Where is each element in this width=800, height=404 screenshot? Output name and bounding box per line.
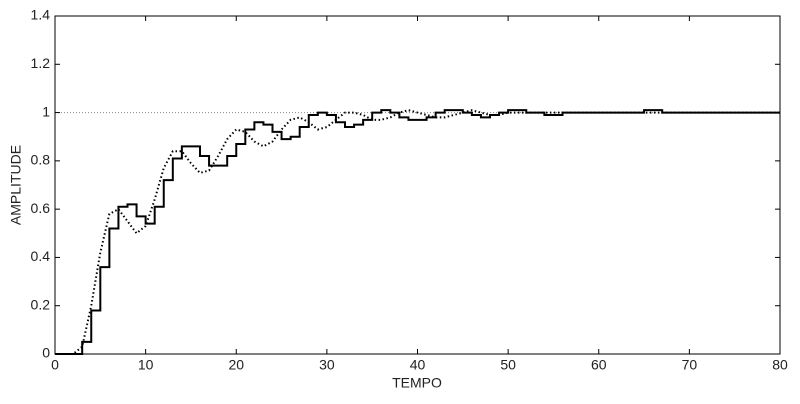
x-tick-label: 60 — [591, 357, 607, 373]
y-tick-label: 1.4 — [31, 7, 51, 23]
data-line — [55, 109, 780, 355]
x-tick-label: 20 — [228, 357, 244, 373]
x-tick-label: 50 — [500, 357, 516, 373]
x-axis-label: TEMPO — [392, 375, 442, 391]
y-axis-label: AMPLITUDE — [8, 145, 24, 225]
y-tick-label: 0.2 — [31, 296, 51, 312]
y-tick-label: 0.8 — [31, 152, 51, 168]
y-tick-label: 0.6 — [31, 200, 51, 216]
x-tick-label: 80 — [772, 357, 788, 373]
y-tick-label: 1 — [42, 103, 50, 119]
x-tick-label: 30 — [319, 357, 335, 373]
x-tick-label: 70 — [682, 357, 698, 373]
x-tick-label: 10 — [138, 357, 154, 373]
y-tick-label: 0 — [42, 345, 50, 361]
x-tick-label: 40 — [410, 357, 426, 373]
y-tick-label: 1.2 — [31, 55, 51, 71]
y-tick-label: 0.4 — [31, 248, 51, 264]
x-tick-label: 0 — [51, 357, 59, 373]
data-line — [55, 109, 780, 355]
